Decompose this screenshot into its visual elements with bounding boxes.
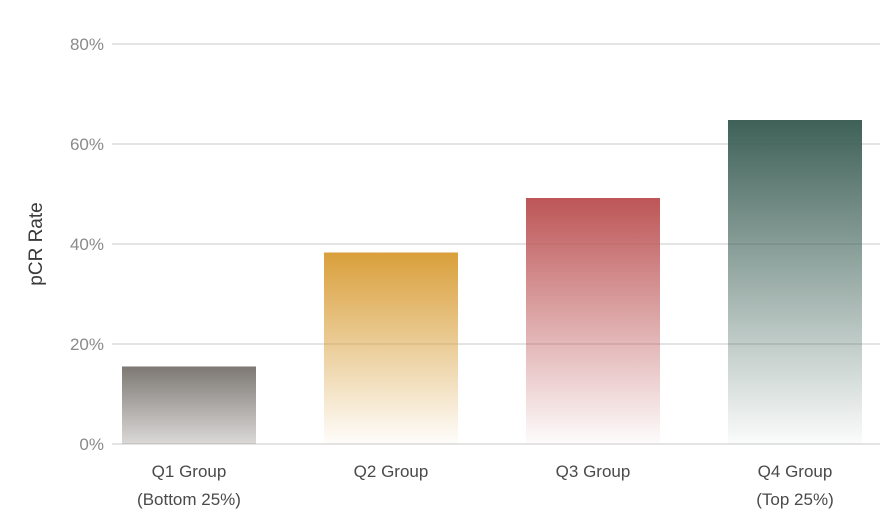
- x-category-label: Q3 Group: [556, 462, 631, 481]
- y-tick-label: 60%: [70, 135, 104, 154]
- x-category-label: Q2 Group: [354, 462, 429, 481]
- y-tick-label: 40%: [70, 235, 104, 254]
- y-axis-title: pCR Rate: [26, 202, 47, 285]
- bar: [728, 120, 862, 444]
- bars: [122, 120, 862, 444]
- y-tick-label: 20%: [70, 335, 104, 354]
- bar: [324, 252, 458, 444]
- x-axis-categories: Q1 Group (Bottom 25%) Q2 Group Q3 Group Q4 G…: [137, 462, 834, 509]
- x-category-label: Q4 Group (Top 25%): [756, 462, 833, 509]
- y-tick-label: 0%: [79, 435, 104, 454]
- bar: [526, 198, 660, 444]
- x-category-label: Q1 Group (Bottom 25%): [137, 462, 241, 509]
- y-tick-label: 80%: [70, 35, 104, 54]
- y-axis-ticks: 0% 20% 40% 60% 80%: [70, 35, 104, 454]
- bar: [122, 366, 256, 444]
